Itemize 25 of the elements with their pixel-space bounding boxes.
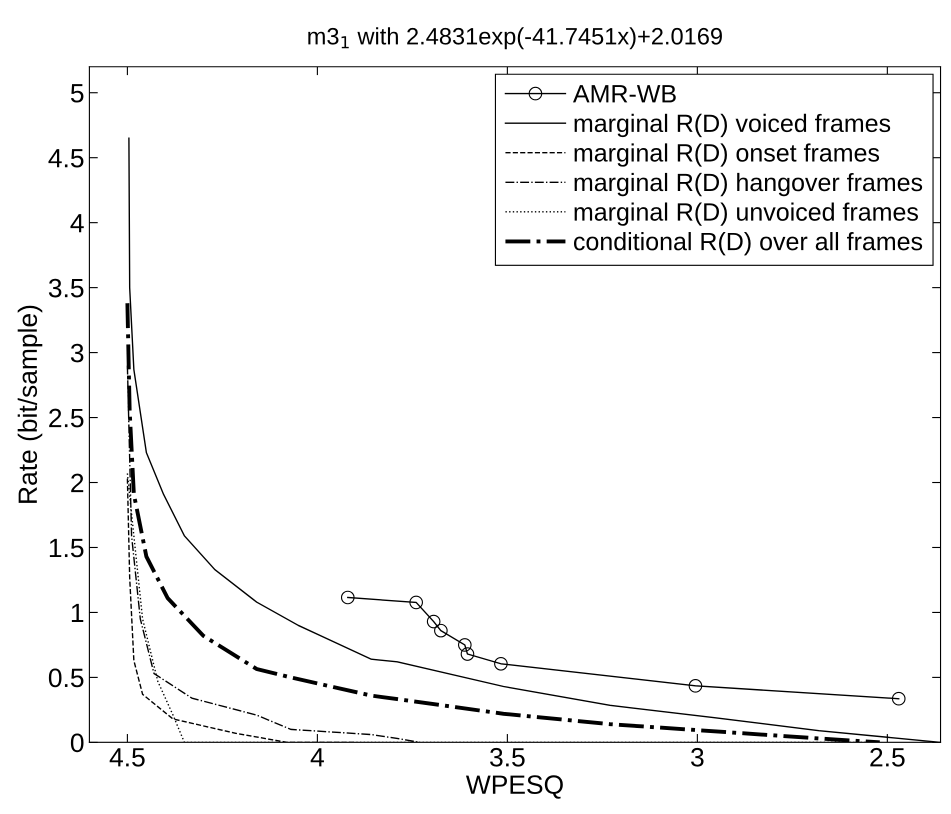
y-tick-label: 4.5 <box>48 149 84 168</box>
legend-label: AMR-WB <box>572 85 676 102</box>
x-tick-label: 4.5 <box>110 748 145 767</box>
x-axis-title: WPESQ <box>466 775 563 799</box>
y-tick-label: 1.5 <box>50 538 84 558</box>
legend-label: marginal R(D) voiced frames <box>574 114 890 138</box>
y-tick-label: 3 <box>70 344 84 362</box>
y-tick-label: 3.5 <box>48 278 84 298</box>
x-tick-label: 4 <box>310 748 324 766</box>
y-tick-label: 2 <box>71 474 84 492</box>
x-tick-label: 3.5 <box>490 748 525 767</box>
chart-title: m3$_{1}$ with 2.4831exp(-41.7451x)+2.0169 <box>308 27 722 50</box>
y-tick-label: 5 <box>70 84 84 103</box>
y-tick-label: 2.5 <box>49 408 84 428</box>
legend-label: marginal R(D) onset frames <box>574 143 880 167</box>
legend-label: marginal R(D) hangover frames <box>574 172 922 196</box>
legend-label: marginal R(D) unvoiced frames <box>574 202 918 226</box>
y-tick-label: 0.5 <box>48 668 84 688</box>
y-tick-label: 1 <box>72 604 84 622</box>
y-axis-title: Rate (bit/sample) <box>18 306 42 503</box>
x-tick-label: 2.5 <box>870 748 905 767</box>
y-tick-label: 4 <box>70 214 84 232</box>
x-tick-label: 3 <box>691 748 704 767</box>
legend-label: conditional R(D) over all frames <box>574 232 922 256</box>
y-tick-label: 0 <box>70 734 84 752</box>
